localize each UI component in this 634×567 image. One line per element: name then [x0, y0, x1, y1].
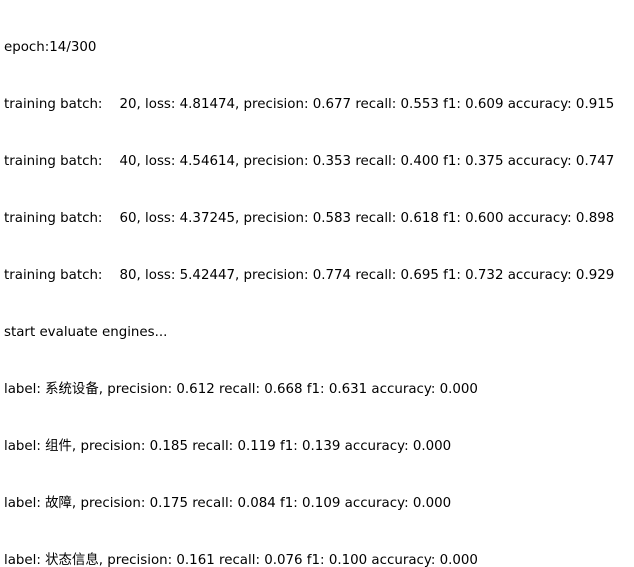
log-line-label-metrics: label: 故障, precision: 0.175 recall: 0.08…: [4, 496, 452, 511]
log-line-epoch: epoch:14/300: [4, 40, 97, 55]
log-line-training-batch: training batch: 40, loss: 4.54614, preci…: [4, 154, 615, 169]
log-line-label-metrics: label: 系统设备, precision: 0.612 recall: 0.…: [4, 382, 478, 397]
log-line-evaluate-start: start evaluate engines...: [4, 325, 168, 340]
log-line-training-batch: training batch: 20, loss: 4.81474, preci…: [4, 97, 615, 112]
log-line-label-metrics: label: 状态信息, precision: 0.161 recall: 0.…: [4, 553, 478, 567]
log-line-training-batch: training batch: 60, loss: 4.37245, preci…: [4, 211, 615, 226]
log-line-training-batch: training batch: 80, loss: 5.42447, preci…: [4, 268, 615, 283]
log-line-label-metrics: label: 组件, precision: 0.185 recall: 0.11…: [4, 439, 452, 454]
